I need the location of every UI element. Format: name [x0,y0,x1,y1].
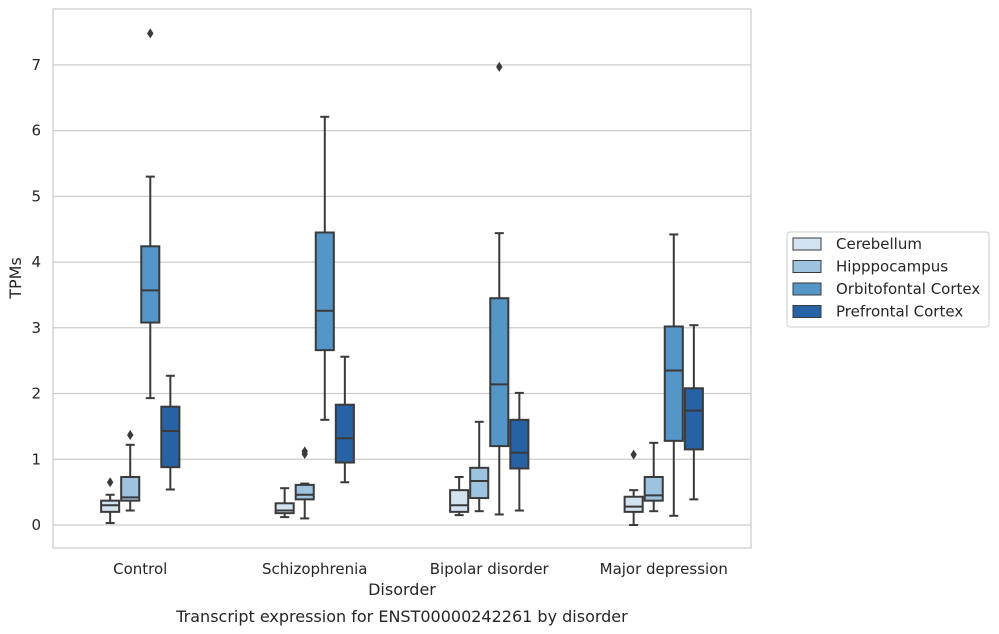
outlier-point [127,429,134,440]
box-body [294,483,315,501]
legend-item: Cerebellum [792,235,922,253]
x-axis-label: Disorder [368,580,436,599]
box-body [160,405,181,469]
plot-frame [52,8,752,549]
box-body [334,403,355,464]
legend-swatch [792,305,822,318]
legend-label: Cerebellum [836,235,922,253]
box [683,324,704,501]
x-tick-label: Schizophrenia [262,560,367,578]
series-hipppocampus [120,420,664,520]
outlier-point [630,449,637,460]
y-tick-label: 5 [31,187,41,205]
box [160,374,181,491]
x-tick-label: Control [113,560,167,578]
box-body [120,476,141,502]
y-tick-labels: 0 1 2 3 4 5 6 7 [31,56,41,534]
outlier-point [496,61,503,72]
box [489,61,510,516]
box-body [623,495,644,513]
box [334,355,355,484]
box-plot-series [100,28,704,526]
box-body [469,466,490,500]
series-prefrontal-cortex [160,324,704,512]
x-tick-label: Major depression [600,560,728,578]
x-tick-labels: Control Schizophrenia Bipolar disorder Majo… [113,560,728,578]
series-orbitofontal-cortex [140,28,684,517]
box [623,449,644,526]
box [663,233,684,517]
legend-label: Hipppocampus [836,258,948,276]
box-body [509,418,530,470]
y-tick-label: 2 [31,385,41,403]
legend-swatch [792,282,822,296]
box-body [683,387,704,451]
y-tick-label: 4 [31,253,41,271]
y-tick-label: 0 [31,516,41,534]
box-body [663,325,684,442]
box [469,420,490,513]
legend-item: Hipppocampus [792,258,948,276]
legend-swatch [792,237,822,251]
box [100,477,121,525]
legend-label: Orbitofontal Cortex [836,280,980,298]
y-axis-label: TPMs [6,257,25,300]
figure-caption: Transcript expression for ENST0000024226… [175,607,628,626]
box-body [274,502,295,515]
box [509,391,530,512]
legend-item: Orbitofontal Cortex [792,280,980,298]
y-tick-label: 7 [31,56,41,74]
y-tick-label: 3 [31,319,41,337]
legend-label: Prefrontal Cortex [836,303,963,321]
box [449,476,470,517]
box-body [140,245,161,324]
box [294,446,315,520]
box [140,28,161,400]
legend-swatch [792,260,822,273]
box [643,441,664,513]
x-tick-label: Bipolar disorder [430,560,550,578]
outlier-point [106,477,114,488]
legend-frame [786,231,990,328]
legend: Cerebellum Hipppocampus Orbitofontal Corte… [786,231,990,328]
box [120,429,141,512]
box-body [643,476,664,502]
box-body [449,489,470,513]
outlier-point [301,446,308,457]
box-body [314,231,335,352]
series-cerebellum [100,449,644,526]
box-body [489,297,510,448]
outlier-point [147,28,154,39]
legend-item: Prefrontal Cortex [792,303,963,321]
y-tick-label: 1 [31,450,41,468]
y-tick-label: 6 [31,122,41,140]
box [274,487,295,519]
legend-items: Cerebellum Hipppocampus Orbitofontal Corte… [792,235,980,321]
box [314,115,335,421]
